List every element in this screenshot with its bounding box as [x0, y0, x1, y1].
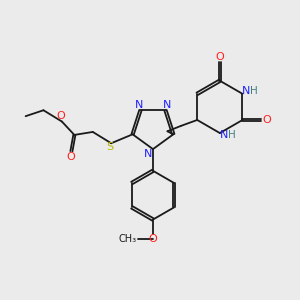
Text: N: N	[144, 149, 153, 160]
Text: O: O	[148, 235, 157, 244]
Text: S: S	[106, 142, 113, 152]
Text: O: O	[262, 115, 271, 125]
Text: O: O	[215, 52, 224, 62]
Text: CH₃: CH₃	[118, 235, 136, 244]
Text: N: N	[163, 100, 171, 110]
Text: N: N	[242, 86, 250, 96]
Text: O: O	[56, 111, 65, 121]
Text: H: H	[228, 130, 235, 140]
Text: N: N	[135, 100, 143, 110]
Text: N: N	[220, 130, 228, 140]
Text: H: H	[250, 86, 258, 96]
Text: O: O	[66, 152, 75, 162]
